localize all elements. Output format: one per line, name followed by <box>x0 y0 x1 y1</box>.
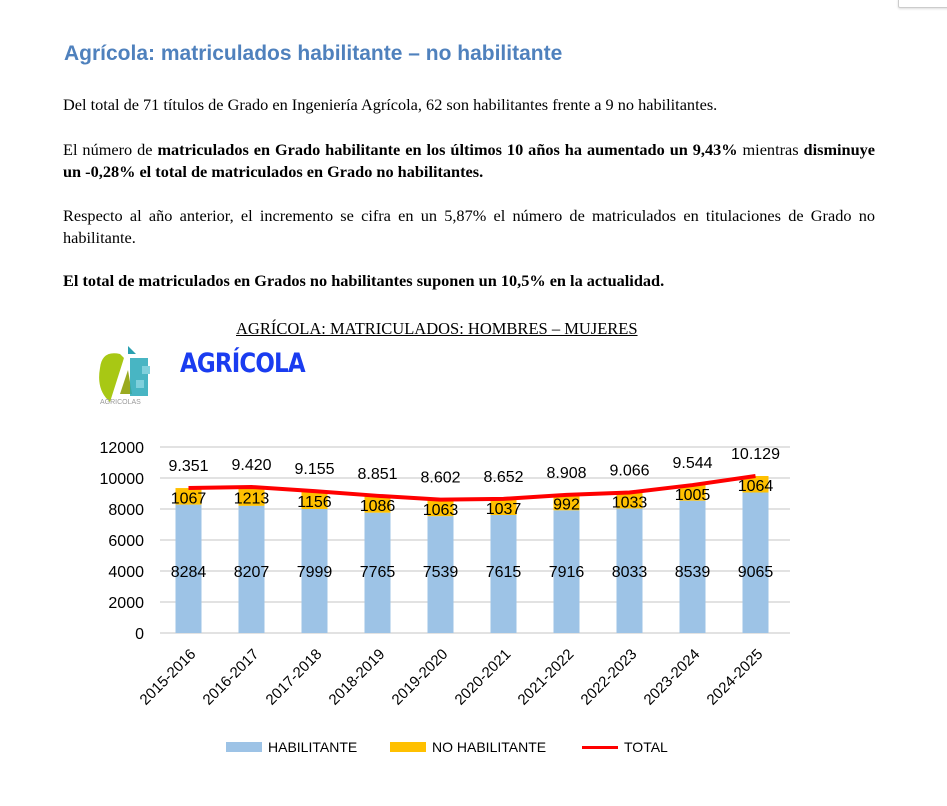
y-tick-label: 2000 <box>108 595 144 612</box>
bar-habilitante <box>616 508 643 633</box>
data-label-no-habilitante: 1063 <box>423 502 459 519</box>
data-label-no-habilitante: 1067 <box>171 490 207 507</box>
bar-habilitante <box>742 492 769 633</box>
bar-no-habilitante <box>553 494 580 511</box>
window-corner <box>898 0 947 8</box>
x-tick-label: 2024-2025 <box>704 646 767 709</box>
data-label-total: 9.066 <box>609 462 649 479</box>
x-tick-label: 2019-2020 <box>389 646 452 709</box>
x-tick-label: 2021-2022 <box>515 646 578 709</box>
logo-caption: AGRICOLAS <box>100 399 141 406</box>
x-tick-label: 2023-2024 <box>641 646 704 709</box>
legend-swatch <box>390 742 426 752</box>
chart-title: AGRÍCOLA: MATRICULADOS: HOMBRES – MUJERE… <box>236 319 638 338</box>
bar-habilitante <box>301 509 328 633</box>
data-label-no-habilitante: 1213 <box>234 490 270 507</box>
data-label-habilitante: 8284 <box>171 564 207 581</box>
data-label-habilitante: 9065 <box>738 564 774 581</box>
x-tick-label: 2016-2017 <box>200 646 263 709</box>
bar-habilitante <box>364 512 391 633</box>
legend-label: TOTAL <box>624 739 668 755</box>
text: El número de <box>63 140 158 159</box>
paragraph-annual: Respecto al año anterior, el incremento … <box>63 206 875 247</box>
data-label-total: 9.351 <box>168 458 208 475</box>
x-tick-label: 2018-2019 <box>326 646 389 709</box>
bar-no-habilitante <box>427 499 454 517</box>
data-label-habilitante: 7765 <box>360 564 396 581</box>
data-label-total: 8.851 <box>357 466 397 483</box>
bar-no-habilitante <box>238 486 265 506</box>
legend-swatch <box>226 742 262 752</box>
data-label-total: 9.544 <box>672 455 712 472</box>
legend-label: HABILITANTE <box>268 739 358 755</box>
bar-habilitante <box>553 510 580 633</box>
bar-habilitante <box>679 500 706 633</box>
data-label-habilitante: 7615 <box>486 564 522 581</box>
x-tick-label: 2015-2016 <box>137 646 200 709</box>
text: mientras <box>737 140 804 159</box>
data-label-habilitante: 7916 <box>549 564 585 581</box>
agricolas-logo-icon <box>99 346 150 402</box>
legend-no-habilitante: NO HABILITANTE <box>390 739 546 755</box>
data-label-no-habilitante: 1086 <box>360 498 396 515</box>
brand-title: AGRÍCOLA <box>180 348 306 379</box>
bar-no-habilitante <box>301 491 328 510</box>
legend-total: TOTAL <box>582 739 668 755</box>
legend-habilitante: HABILITANTE <box>226 739 357 755</box>
y-tick-label: 4000 <box>108 564 144 581</box>
y-tick-label: 8000 <box>108 502 144 519</box>
y-tick-label: 0 <box>135 626 144 643</box>
bar-habilitante <box>427 516 454 633</box>
section-heading: Agrícola: matriculados habilitante – no … <box>64 42 563 65</box>
data-label-no-habilitante: 1033 <box>612 494 648 511</box>
data-label-total: 10.129 <box>731 446 780 463</box>
data-label-habilitante: 8207 <box>234 564 270 581</box>
y-tick-label: 6000 <box>108 533 144 550</box>
y-tick-label: 10000 <box>100 471 145 488</box>
data-label-no-habilitante: 992 <box>553 497 580 514</box>
data-label-total: 8.602 <box>420 470 460 487</box>
stacked-bar-chart: 0 2000 4000 6000 8000 10000 12000 8284 1067 9.351… <box>100 440 790 709</box>
data-label-total: 8.908 <box>546 465 586 482</box>
data-label-total: 9.420 <box>231 457 271 474</box>
bar-no-habilitante <box>175 488 202 505</box>
x-tick-label: 2022-2023 <box>578 646 641 709</box>
data-label-no-habilitante: 1064 <box>738 478 774 495</box>
data-label-habilitante: 7539 <box>423 564 459 581</box>
data-label-no-habilitante: 1156 <box>297 494 332 511</box>
text-bold: matriculados en Grado habilitante en los… <box>157 140 738 159</box>
data-label-habilitante: 8033 <box>612 564 648 581</box>
x-tick-label: 2017-2018 <box>263 646 326 709</box>
legend-label: NO HABILITANTE <box>432 739 547 755</box>
bar-habilitante <box>238 505 265 633</box>
x-tick-label: 2020-2021 <box>452 646 515 709</box>
legend-swatch <box>582 745 618 749</box>
data-label-no-habilitante: 1037 <box>486 501 522 518</box>
bar-no-habilitante <box>490 498 517 515</box>
bar-no-habilitante <box>364 495 391 513</box>
bar-habilitante <box>175 504 202 633</box>
bar-no-habilitante <box>742 476 769 493</box>
line-total <box>188 474 756 502</box>
paragraph-summary: El total de matriculados en Grados no ha… <box>63 271 665 290</box>
paragraph-trend: El número de matriculados en Grado habil… <box>63 139 875 183</box>
text-bold: disminuye un -0,28% el total de matricul… <box>63 140 876 181</box>
data-label-total: 9.155 <box>294 461 334 478</box>
bar-no-habilitante <box>616 492 643 509</box>
bar-habilitante <box>490 514 517 633</box>
paragraph-titles: Del total de 71 títulos de Grado en Inge… <box>63 95 718 114</box>
y-tick-label: 12000 <box>100 440 145 457</box>
bar-no-habilitante <box>679 485 706 501</box>
data-label-habilitante: 8539 <box>675 564 711 581</box>
data-label-no-habilitante: 1005 <box>675 487 711 504</box>
data-label-habilitante: 7999 <box>297 564 333 581</box>
data-label-total: 8.652 <box>483 469 523 486</box>
